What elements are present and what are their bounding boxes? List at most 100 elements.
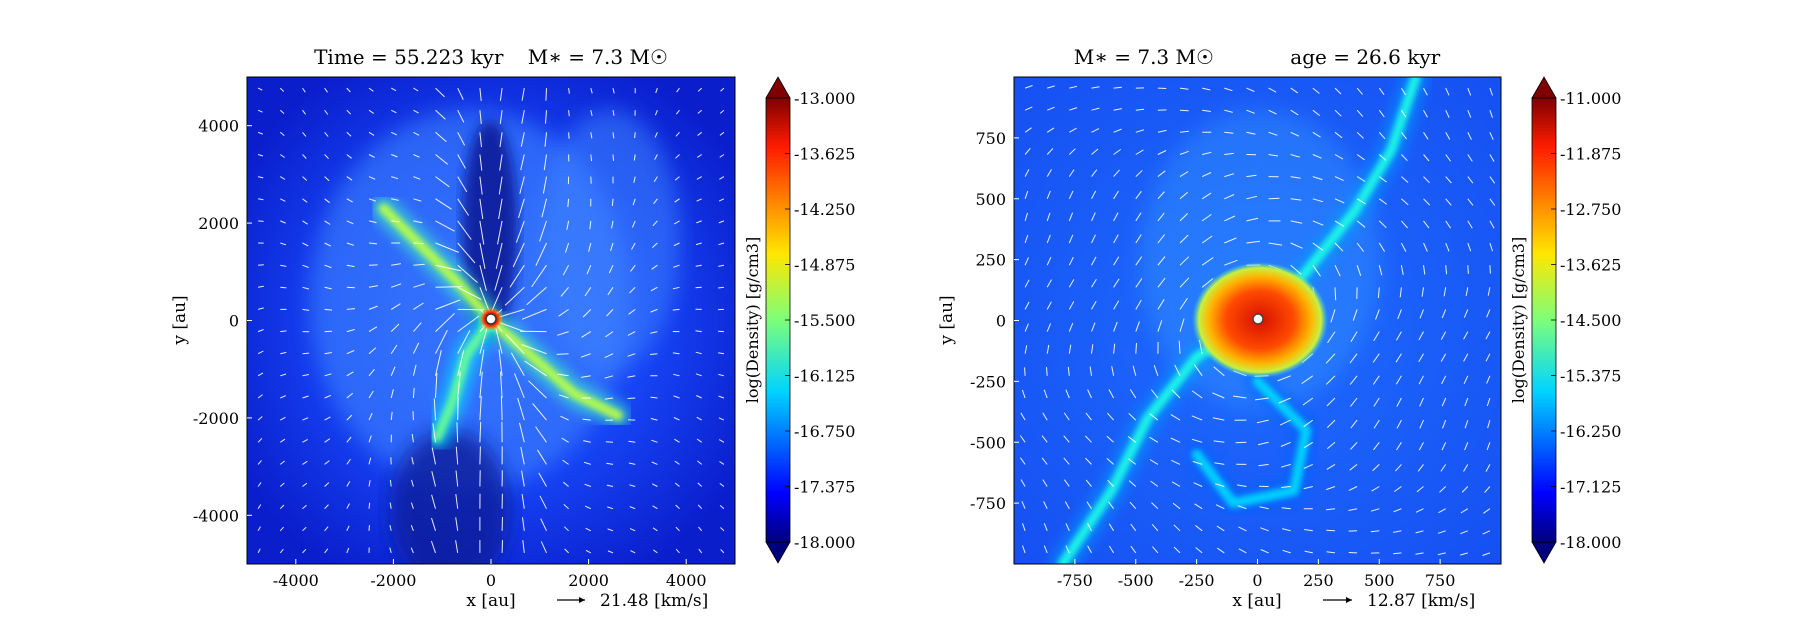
right-velocity-arrow [1437,530,1446,534]
left-velocity-arrow [509,264,525,288]
left-velocity-arrow [257,372,264,377]
left-velocity-arrow [435,286,462,288]
right-velocity-arrow [1326,529,1336,532]
right-panel: -750 -500 -250 0 250 500 750 -750 -500 -250 0 250 50… [937,45,1621,611]
left-velocity-arrow [652,527,658,532]
left-velocity-arrow [633,154,636,161]
left-velocity-arrow [457,109,465,123]
right-velocity-arrow [1063,435,1070,443]
left-velocity-arrow [432,423,436,443]
left-velocity-arrow [562,481,569,487]
right-velocity-arrow [1212,392,1225,399]
right-velocity-arrow [1179,234,1189,244]
right-colorbar-tick-label: -16.250 [1560,422,1621,441]
left-velocity-arrow [457,132,466,146]
right-velocity-arrow [1224,109,1233,113]
left-velocity-arrow [368,198,376,202]
left-velocity-arrow [697,87,703,92]
right-velocity-arrow [1202,151,1212,155]
left-velocity-arrow [675,131,680,137]
left-velocity-arrow [435,154,449,165]
left-velocity-arrow [510,352,525,377]
left-velocity-arrow [718,220,725,224]
right-velocity-arrow [1463,353,1469,362]
left-velocity-arrow [457,371,461,399]
right-velocity-arrow [1041,435,1048,443]
right-velocity-arrow [1325,375,1336,385]
right-velocity-arrow [1334,87,1342,95]
left-velocity-arrow [696,438,702,443]
left-velocity-arrow [368,242,378,245]
right-velocity-arrow [1372,464,1380,472]
right-velocity-arrow [1370,508,1380,512]
right-ytick-label: -250 [970,372,1006,391]
left-star-marker [485,313,497,325]
right-velocity-arrow [1440,353,1447,362]
right-velocity-arrow [1280,441,1291,447]
left-velocity-arrow [435,198,452,210]
right-velocity-arrow [1194,503,1203,510]
right-velocity-arrow [1465,287,1469,296]
left-velocity-arrow [560,415,569,421]
left-velocity-arrow [566,220,570,230]
left-velocity-arrow [541,198,547,218]
left-velocity-arrow [479,176,483,195]
left-velocity-arrow [391,176,399,180]
right-velocity-arrow [1373,397,1380,407]
left-velocity-arrow [654,110,658,116]
right-velocity-arrow [1486,397,1491,407]
right-velocity-arrow [1216,547,1225,554]
right-velocity-arrow [1290,87,1299,94]
right-velocity-arrow [1201,213,1212,222]
right-velocity-arrow [1303,463,1314,469]
right-velocity-arrow [1113,278,1120,288]
left-velocity-arrow [697,131,703,136]
left-ytick-label: 4000 [198,117,239,136]
right-velocity-arrow [1467,242,1472,252]
left-velocity-arrow [368,176,376,180]
left-velocity-arrow [719,461,725,465]
left-ytick-label: -2000 [193,409,239,428]
left-velocity-arrow [499,132,503,148]
right-velocity-arrow [1024,147,1031,155]
right-velocity-arrow [1423,132,1429,140]
left-velocity-arrow [650,331,658,334]
left-velocity-arrow [696,176,702,180]
left-velocity-arrow [455,446,459,465]
left-velocity-arrow [413,109,419,114]
right-velocity-arrow [1150,480,1159,487]
right-velocity-arrow [1047,106,1055,111]
right-velocity-arrow [1089,366,1092,376]
left-velocity-arrow [526,286,547,306]
left-velocity-arrow [410,547,414,554]
left-velocity-arrow [391,263,401,266]
left-velocity-arrow [562,459,569,465]
left-velocity-arrow [612,132,615,139]
left-xtick-label: -4000 [273,571,319,590]
left-velocity-arrow [588,242,592,252]
right-velocity-arrow [1068,212,1074,222]
right-velocity-arrow [1068,301,1075,310]
left-velocity-arrow [504,286,525,306]
left-ylabel: y [au] [170,295,190,345]
right-velocity-arrow [1400,109,1407,118]
left-velocity-arrow [499,110,503,124]
right-velocity-arrow [1326,486,1336,491]
right-velocity-arrow [1356,109,1364,117]
right-velocity-arrow [1135,256,1143,266]
left-velocity-arrow [479,110,482,124]
left-velocity-arrow [583,440,591,443]
right-quiver-label: 12.87 [km/s] [1367,591,1475,611]
right-velocity-arrow [1129,389,1137,399]
left-velocity-arrow [675,154,680,159]
left-velocity-arrow [324,131,329,137]
right-colorbar-tick-label: -13.625 [1560,256,1621,275]
left-velocity-arrow [346,371,354,377]
left-velocity-arrow [413,198,422,202]
left-velocity-arrow [520,446,525,465]
left-velocity-arrow [280,198,286,202]
left-velocity-arrow [457,286,482,300]
left-velocity-arrow [696,220,702,224]
right-velocity-arrow [1108,501,1115,509]
left-velocity-arrow [518,198,525,219]
